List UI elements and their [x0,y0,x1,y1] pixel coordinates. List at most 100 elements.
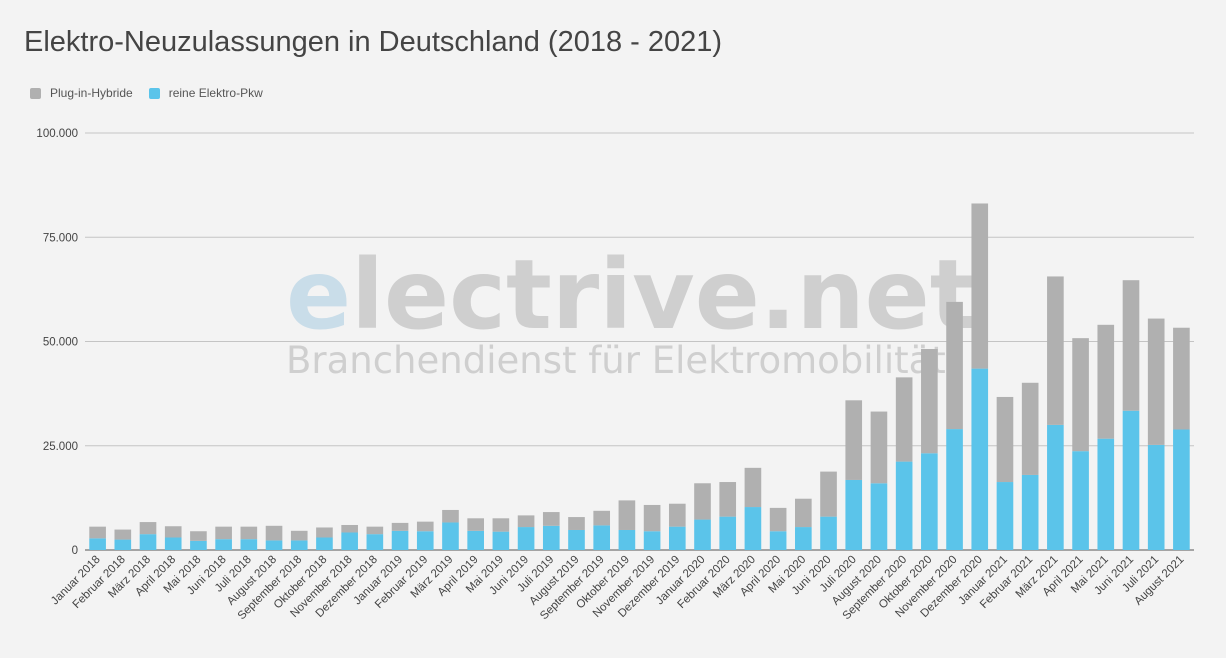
bar-plug-in-hybride[interactable] [139,522,157,535]
bar-reine-elektro-pkw[interactable] [870,483,888,550]
bar-plug-in-hybride[interactable] [290,530,308,541]
watermark: electrive.net Branchendienst für Elektro… [286,239,976,382]
bar-reine-elektro-pkw[interactable] [1122,410,1140,550]
bar-plug-in-hybride[interactable] [1097,324,1115,439]
bar-plug-in-hybride[interactable] [416,521,434,532]
bar-reine-elektro-pkw[interactable] [643,531,661,550]
bar-reine-elektro-pkw[interactable] [996,482,1014,550]
bar-reine-elektro-pkw[interactable] [215,539,232,550]
bar-reine-elektro-pkw[interactable] [795,527,812,550]
bar-plug-in-hybride[interactable] [744,467,762,508]
bar-plug-in-hybride[interactable] [492,518,510,532]
bars [89,203,1190,550]
bar-plug-in-hybride[interactable] [946,301,963,430]
y-tick-label: 50.000 [43,337,78,349]
bar-plug-in-hybride[interactable] [114,529,132,540]
bar-reine-elektro-pkw[interactable] [1173,429,1190,550]
bar-plug-in-hybride[interactable] [568,517,585,530]
bar-plug-in-hybride[interactable] [618,500,636,530]
bar-reine-elektro-pkw[interactable] [820,516,837,550]
bar-reine-elektro-pkw[interactable] [744,507,762,550]
bar-plug-in-hybride[interactable] [467,518,484,531]
bar-plug-in-hybride[interactable] [164,526,182,538]
bar-plug-in-hybride[interactable] [1021,382,1039,475]
y-tick-label: 75.000 [43,232,78,244]
legend-swatch-plug-in-hybride [30,87,41,99]
bar-reine-elektro-pkw[interactable] [391,530,409,550]
bar-reine-elektro-pkw[interactable] [895,461,913,550]
bar-plug-in-hybride[interactable] [719,482,737,517]
bar-plug-in-hybride[interactable] [845,400,863,480]
bar-reine-elektro-pkw[interactable] [164,537,182,550]
bar-plug-in-hybride[interactable] [921,349,938,454]
bar-reine-elektro-pkw[interactable] [416,531,434,550]
bar-reine-elektro-pkw[interactable] [568,529,585,550]
bar-reine-elektro-pkw[interactable] [1072,451,1089,550]
bar-plug-in-hybride[interactable] [542,512,560,526]
bar-plug-in-hybride[interactable] [996,396,1014,483]
bar-plug-in-hybride[interactable] [870,411,888,484]
bar-reine-elektro-pkw[interactable] [265,540,283,550]
bar-plug-in-hybride[interactable] [1047,276,1064,425]
bar-reine-elektro-pkw[interactable] [467,530,484,550]
bar-plug-in-hybride[interactable] [366,526,384,535]
bar-reine-elektro-pkw[interactable] [114,539,132,550]
bar-reine-elektro-pkw[interactable] [694,519,711,550]
bar-plug-in-hybride[interactable] [895,377,913,462]
bar-plug-in-hybride[interactable] [240,526,258,540]
bar-plug-in-hybride[interactable] [971,203,989,369]
bar-plug-in-hybride[interactable] [89,526,106,539]
bar-plug-in-hybride[interactable] [668,503,686,527]
bar-reine-elektro-pkw[interactable] [1097,438,1115,550]
bar-reine-elektro-pkw[interactable] [366,534,384,550]
bar-reine-elektro-pkw[interactable] [1021,474,1039,550]
bar-reine-elektro-pkw[interactable] [517,527,535,550]
bar-plug-in-hybride[interactable] [442,509,459,523]
bar-plug-in-hybride[interactable] [643,504,661,532]
bar-plug-in-hybride[interactable] [1072,338,1089,452]
bar-reine-elektro-pkw[interactable] [1147,444,1165,550]
bar-reine-elektro-pkw[interactable] [971,368,989,550]
bar-reine-elektro-pkw[interactable] [240,539,258,550]
bar-plug-in-hybride[interactable] [215,526,232,540]
legend-item-plug-in-hybride[interactable]: Plug-in-Hybride [30,86,133,100]
bar-reine-elektro-pkw[interactable] [89,538,106,550]
bar-reine-elektro-pkw[interactable] [1047,424,1064,550]
bar-reine-elektro-pkw[interactable] [190,540,207,550]
bar-reine-elektro-pkw[interactable] [769,531,787,550]
bar-reine-elektro-pkw[interactable] [719,516,737,550]
bar-plug-in-hybride[interactable] [316,527,333,538]
bar-reine-elektro-pkw[interactable] [921,453,938,550]
bar-plug-in-hybride[interactable] [820,471,837,517]
bar-reine-elektro-pkw[interactable] [668,526,686,550]
bar-plug-in-hybride[interactable] [1147,318,1165,445]
bar-plug-in-hybride[interactable] [391,522,409,531]
watermark-logo: electrive.net [286,239,976,351]
bar-reine-elektro-pkw[interactable] [946,429,963,550]
bar-plug-in-hybride[interactable] [769,507,787,532]
bar-reine-elektro-pkw[interactable] [492,531,510,550]
bar-plug-in-hybride[interactable] [795,498,812,528]
bar-reine-elektro-pkw[interactable] [290,540,308,550]
bar-plug-in-hybride[interactable] [1122,280,1140,411]
bar-reine-elektro-pkw[interactable] [593,525,611,550]
chart-legend: Plug-in-Hybride reine Elektro-Pkw [30,86,279,100]
bar-plug-in-hybride[interactable] [593,510,611,526]
bar-reine-elektro-pkw[interactable] [316,537,333,550]
bar-plug-in-hybride[interactable] [517,515,535,528]
bar-reine-elektro-pkw[interactable] [845,479,863,550]
bar-plug-in-hybride[interactable] [190,531,207,541]
bar-reine-elektro-pkw[interactable] [341,532,358,550]
y-tick-label: 25.000 [43,441,78,453]
bar-plug-in-hybride[interactable] [341,524,358,533]
legend-item-reine-elektro-pkw[interactable]: reine Elektro-Pkw [148,86,263,100]
bar-plug-in-hybride[interactable] [1173,327,1190,430]
bar-reine-elektro-pkw[interactable] [442,522,459,550]
bar-reine-elektro-pkw[interactable] [542,525,560,550]
bar-plug-in-hybride[interactable] [694,483,711,520]
bar-reine-elektro-pkw[interactable] [139,534,157,550]
bar-plug-in-hybride[interactable] [265,525,283,541]
bar-reine-elektro-pkw[interactable] [618,529,636,550]
